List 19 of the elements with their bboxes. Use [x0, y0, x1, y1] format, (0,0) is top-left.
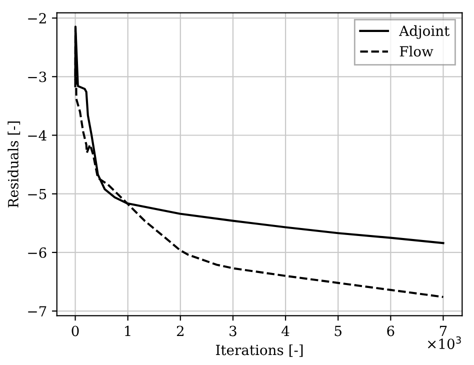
y-tick-label: −5: [28, 188, 46, 200]
y-tick-label: −7: [28, 306, 46, 316]
x-axis-title: Iterations [-]: [216, 344, 303, 357]
x-tick-label: 0: [72, 326, 79, 336]
y-tick-label: −3: [28, 72, 46, 82]
y-tick-label: −4: [28, 130, 46, 141]
y-tick-label: −6: [28, 247, 46, 258]
x-tick-label: 2: [176, 326, 184, 336]
y-axis-title: Residuals [-]: [8, 122, 20, 208]
x-tick-label: 4: [282, 326, 290, 336]
x-tick-label: 6: [387, 326, 394, 336]
text: ×10$^{3}$: [428, 336, 461, 350]
x-tick-label: 5: [334, 326, 342, 336]
x-tick-label: 1: [125, 326, 130, 336]
legend-label: Adjoint: [399, 25, 450, 39]
x-tick-label: 7: [440, 326, 447, 336]
legend-label: Flow: [400, 46, 434, 57]
y-tick-label: −2: [28, 13, 46, 24]
x-tick-label: 3: [230, 326, 236, 336]
